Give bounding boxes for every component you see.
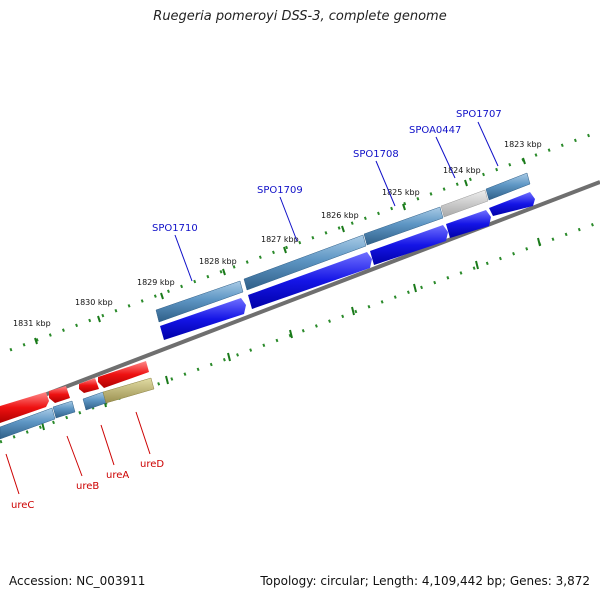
major-tick — [165, 375, 169, 385]
forward-gene-arrow[interactable] — [446, 210, 491, 238]
annotation-block[interactable] — [485, 172, 531, 201]
reverse-gene-arrow[interactable] — [49, 386, 70, 403]
bottom-gene-leaders — [5, 411, 151, 495]
annotation-block[interactable] — [52, 400, 76, 419]
scale-label: 1824 kbp — [443, 166, 481, 175]
forward-gene-arrow[interactable] — [489, 192, 535, 216]
scale-label: 1826 kbp — [321, 211, 359, 220]
top-gene-leaders — [174, 121, 499, 282]
annotation-block[interactable] — [0, 407, 56, 440]
major-tick — [341, 225, 345, 233]
major-tick — [227, 352, 231, 362]
leader-line — [100, 424, 115, 466]
major-tick — [475, 260, 479, 270]
leader-line — [279, 196, 298, 242]
leader-line — [375, 160, 396, 207]
major-tick — [289, 329, 293, 339]
leader-line — [477, 121, 499, 167]
annotation-block[interactable] — [243, 234, 367, 291]
major-tick — [402, 203, 406, 211]
major-tick — [97, 315, 101, 323]
scale-label: 1823 kbp — [504, 140, 542, 149]
gene-label-spo1708[interactable]: SPO1708 — [353, 149, 399, 160]
accession-label: Accession: NC_003911 — [9, 574, 146, 588]
outer-tick-ring — [9, 133, 591, 352]
leader-line — [66, 435, 83, 477]
annotation-block-highlight[interactable] — [102, 377, 155, 404]
gene-label-urea[interactable]: ureA — [106, 470, 129, 481]
annotation-block[interactable] — [363, 206, 444, 246]
reverse-gene-arrow[interactable] — [0, 392, 49, 423]
major-tick — [351, 306, 355, 316]
gene-label-spoa0447[interactable]: SPOA0447 — [409, 125, 461, 136]
major-tick — [522, 157, 526, 165]
inner-tick-ring — [0, 220, 600, 444]
scale-label: 1825 kbp — [382, 188, 420, 197]
forward-gene-arrow[interactable] — [160, 298, 246, 340]
map-title: Ruegeria pomeroyi DSS-3, complete genome — [153, 9, 447, 24]
top-gene-labels: SPO1707 SPOA0447 SPO1708 SPO1709 SPO1710 — [152, 109, 502, 234]
forward-gene-arrow[interactable] — [248, 252, 372, 309]
reverse-gene-arrow[interactable] — [98, 361, 149, 388]
genome-info: Topology: circular; Length: 4,109,442 bp… — [260, 574, 590, 588]
gene-label-urec[interactable]: ureC — [11, 500, 34, 511]
leader-line — [135, 411, 151, 455]
leader-line — [5, 453, 20, 495]
scale-label: 1828 kbp — [199, 257, 237, 266]
major-tick — [160, 292, 164, 300]
genome-backbone — [0, 180, 600, 414]
major-tick — [222, 268, 226, 276]
gene-label-spo1707[interactable]: SPO1707 — [456, 109, 502, 120]
scale-label: 1829 kbp — [137, 278, 175, 287]
gene-label-ureb[interactable]: ureB — [76, 481, 99, 492]
reverse-gene-arrow[interactable] — [79, 378, 99, 393]
gene-label-ured[interactable]: ureD — [140, 459, 164, 470]
scale-label: 1827 kbp — [261, 235, 299, 244]
leader-line — [174, 234, 193, 282]
scale-label: 1831 kbp — [13, 319, 51, 328]
forward-gene-arrow[interactable] — [370, 225, 448, 265]
gene-label-spo1709[interactable]: SPO1709 — [257, 185, 303, 196]
gene-label-spo1710[interactable]: SPO1710 — [152, 223, 198, 234]
major-tick — [537, 237, 541, 247]
scale-label: 1830 kbp — [75, 298, 113, 307]
reverse-gene-track — [0, 361, 149, 423]
scale-labels: 1823 kbp 1824 kbp 1825 kbp 1826 kbp 1827… — [13, 140, 542, 328]
major-tick — [413, 283, 417, 293]
leader-line — [435, 136, 456, 179]
forward-gene-track — [160, 192, 535, 340]
annotation-block[interactable] — [82, 391, 107, 411]
annotation-block[interactable] — [155, 280, 244, 323]
major-tick — [464, 179, 468, 187]
annotation-block-unannotated[interactable] — [440, 189, 489, 218]
major-tick — [283, 246, 287, 254]
inner-annotation-track — [0, 377, 155, 440]
major-tick — [34, 337, 38, 345]
bottom-gene-labels: ureD ureA ureB ureC — [11, 459, 164, 511]
outer-annotation-track — [155, 172, 531, 323]
